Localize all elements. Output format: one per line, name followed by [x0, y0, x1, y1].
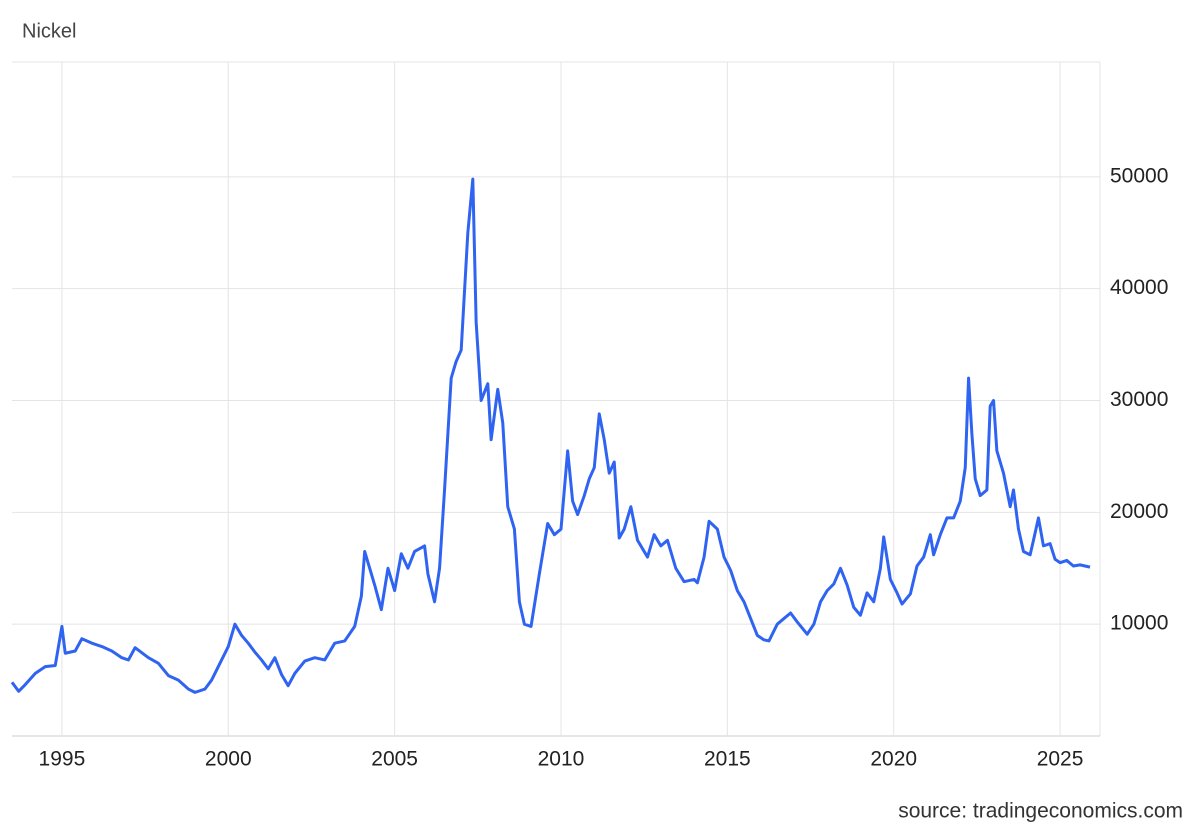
x-tick-label: 1995	[39, 748, 86, 771]
x-tick-label: 2020	[870, 748, 917, 771]
y-tick-label: 10000	[1110, 612, 1168, 635]
y-tick-label: 30000	[1110, 388, 1168, 411]
x-tick-label: 2010	[538, 748, 585, 771]
price-line	[10, 177, 1091, 694]
x-tick-label: 2025	[1037, 748, 1084, 771]
y-tick-label: 40000	[1110, 276, 1168, 299]
x-tick-label: 2005	[371, 748, 418, 771]
y-tick-label: 50000	[1110, 164, 1168, 187]
chart-title: Nickel	[22, 20, 76, 42]
y-tick-label: 20000	[1110, 500, 1168, 523]
x-tick-label: 2000	[205, 748, 252, 771]
source-note: source: tradingeconomics.com	[898, 800, 1183, 823]
x-tick-label: 2015	[704, 748, 751, 771]
